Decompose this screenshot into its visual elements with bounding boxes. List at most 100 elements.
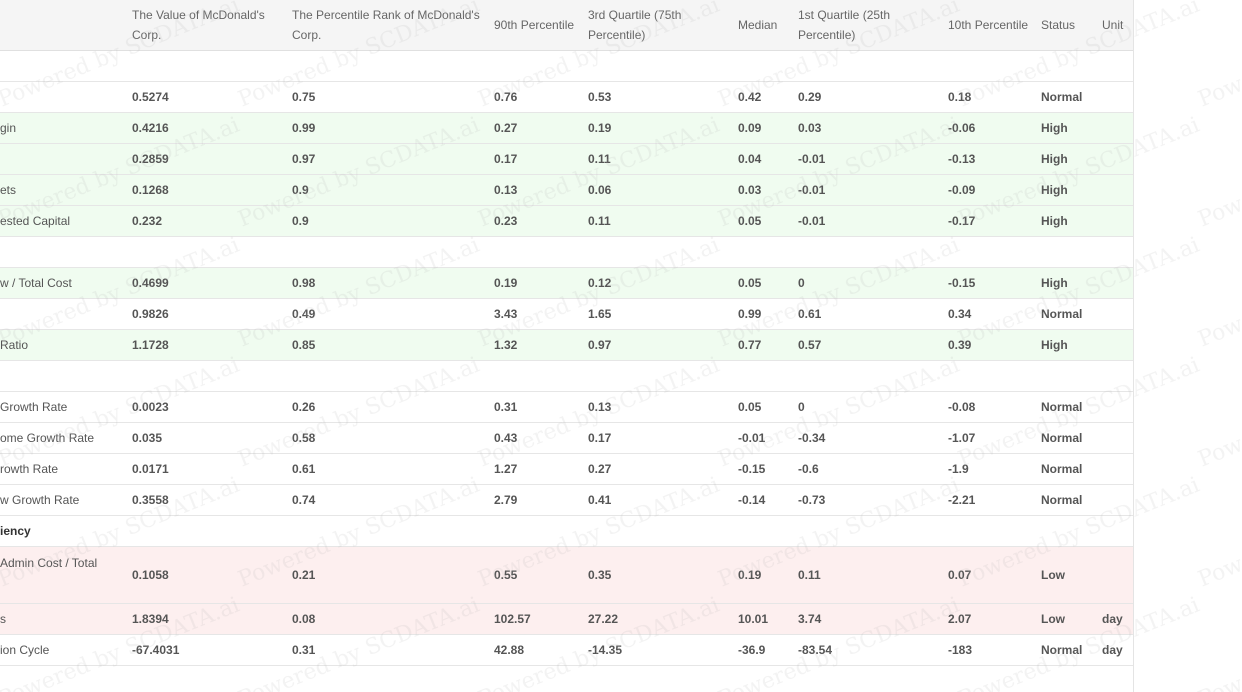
cell-p10: -0.06	[948, 112, 1041, 144]
cell-unit	[1102, 360, 1133, 392]
cell-p90	[494, 515, 588, 547]
cell-p10: 0.18	[948, 81, 1041, 113]
cell-p90: 0.31	[494, 391, 588, 423]
cell-unit	[1102, 391, 1133, 423]
metrics-table: The Value of McDonald's Corp. The Percen…	[0, 0, 1133, 666]
section-row: iency	[0, 515, 1133, 547]
cell-median: 0.09	[738, 112, 798, 144]
cell-p90: 42.88	[494, 634, 588, 666]
cell-p90: 1.32	[494, 329, 588, 361]
cell-value: 0.0023	[132, 391, 292, 423]
cell-q1: -0.73	[798, 484, 948, 516]
cell-value: 0.5274	[132, 81, 292, 113]
cell-status: High	[1041, 112, 1102, 144]
cell-status: Low	[1041, 603, 1102, 635]
cell-value	[132, 515, 292, 547]
cell-status: Normal	[1041, 484, 1102, 516]
header-90th-percentile: 90th Percentile	[494, 0, 588, 51]
cell-q1: -83.54	[798, 634, 948, 666]
watermark-text: Powered by SCDATA.ai	[1194, 473, 1242, 593]
cell-q3	[588, 360, 738, 392]
cell-value: 0.0171	[132, 453, 292, 485]
cell-status	[1041, 50, 1102, 82]
cell-unit: day	[1102, 603, 1133, 635]
metrics-table-container: The Value of McDonald's Corp. The Percen…	[0, 0, 1134, 692]
cell-p10: -183	[948, 634, 1041, 666]
cell-q1: -0.01	[798, 174, 948, 206]
cell-p90: 0.23	[494, 205, 588, 237]
cell-unit	[1102, 329, 1133, 361]
cell-q3: 0.35	[588, 546, 738, 604]
cell-metric-name: ion Cycle	[0, 634, 132, 666]
cell-q3: 0.12	[588, 267, 738, 299]
cell-value: 1.8394	[132, 603, 292, 635]
cell-p10	[948, 360, 1041, 392]
cell-q1: 0.61	[798, 298, 948, 330]
table-row: ets 0.1268 0.9 0.13 0.06 0.03 -0.01 -0.09 High	[0, 174, 1133, 206]
cell-q3: 0.19	[588, 112, 738, 144]
table-body: 0.5274 0.75 0.76 0.53 0.42 0.29 0.18 Normal gin 0…	[0, 50, 1133, 666]
cell-median: 0.99	[738, 298, 798, 330]
cell-metric-name: ested Capital	[0, 205, 132, 237]
cell-unit	[1102, 50, 1133, 82]
cell-status: Normal	[1041, 634, 1102, 666]
cell-unit: day	[1102, 634, 1133, 666]
table-row: s 1.8394 0.08 102.57 27.22 10.01 3.74 2.07 Low da…	[0, 603, 1133, 635]
cell-status: Normal	[1041, 453, 1102, 485]
cell-status: Low	[1041, 546, 1102, 604]
cell-rank: 0.9	[292, 174, 494, 206]
cell-q1: -0.01	[798, 143, 948, 175]
header-row: The Value of McDonald's Corp. The Percen…	[0, 0, 1133, 51]
cell-metric-name: ome Growth Rate	[0, 422, 132, 454]
cell-median: 10.01	[738, 603, 798, 635]
cell-unit	[1102, 453, 1133, 485]
cell-unit	[1102, 174, 1133, 206]
header-value: The Value of McDonald's Corp.	[132, 0, 292, 51]
cell-q3: 0.97	[588, 329, 738, 361]
cell-q3: 0.17	[588, 422, 738, 454]
cell-unit	[1102, 546, 1133, 604]
table-row: Admin Cost / Total 0.1058 0.21 0.55 0.35 0.19…	[0, 546, 1133, 604]
cell-value	[132, 236, 292, 268]
cell-q3: 27.22	[588, 603, 738, 635]
cell-unit	[1102, 422, 1133, 454]
cell-value: 0.4216	[132, 112, 292, 144]
cell-p10: -0.17	[948, 205, 1041, 237]
cell-metric-name	[0, 81, 132, 113]
cell-p90: 2.79	[494, 484, 588, 516]
cell-value: 1.1728	[132, 329, 292, 361]
table-row: 0.9826 0.49 3.43 1.65 0.99 0.61 0.34 Normal	[0, 298, 1133, 330]
cell-value: 0.232	[132, 205, 292, 237]
cell-q3: 0.06	[588, 174, 738, 206]
cell-p10: -2.21	[948, 484, 1041, 516]
cell-p10	[948, 50, 1041, 82]
cell-metric-name: Ratio	[0, 329, 132, 361]
cell-q1: 0	[798, 391, 948, 423]
table-row: Growth Rate 0.0023 0.26 0.31 0.13 0.05 0 -0.08 N…	[0, 391, 1133, 423]
table-row: rowth Rate 0.0171 0.61 1.27 0.27 -0.15 -0.6 -1.…	[0, 453, 1133, 485]
cell-p10: 0.39	[948, 329, 1041, 361]
cell-p90: 3.43	[494, 298, 588, 330]
cell-q1: -0.6	[798, 453, 948, 485]
table-row: w Growth Rate 0.3558 0.74 2.79 0.41 -0.14 -0.7…	[0, 484, 1133, 516]
cell-status: High	[1041, 205, 1102, 237]
cell-q1: 0.29	[798, 81, 948, 113]
table-row: gin 0.4216 0.99 0.27 0.19 0.09 0.03 -0.06 High	[0, 112, 1133, 144]
watermark-text: Powered by SCDATA.ai	[1194, 593, 1242, 692]
cell-rank: 0.98	[292, 267, 494, 299]
header-1st-quartile: 1st Quartile (25th Percentile)	[798, 0, 948, 51]
cell-p10: -1.07	[948, 422, 1041, 454]
cell-median: 0.05	[738, 267, 798, 299]
cell-value: 0.1268	[132, 174, 292, 206]
watermark-text: Powered by SCDATA.ai	[1194, 353, 1242, 473]
cell-status	[1041, 360, 1102, 392]
cell-metric-name: s	[0, 603, 132, 635]
table-row: 0.5274 0.75 0.76 0.53 0.42 0.29 0.18 Normal	[0, 81, 1133, 113]
cell-value: 0.1058	[132, 546, 292, 604]
cell-q1: 0	[798, 267, 948, 299]
cell-p90: 1.27	[494, 453, 588, 485]
cell-rank	[292, 236, 494, 268]
cell-median: 0.42	[738, 81, 798, 113]
cell-rank	[292, 50, 494, 82]
cell-p90: 0.13	[494, 174, 588, 206]
